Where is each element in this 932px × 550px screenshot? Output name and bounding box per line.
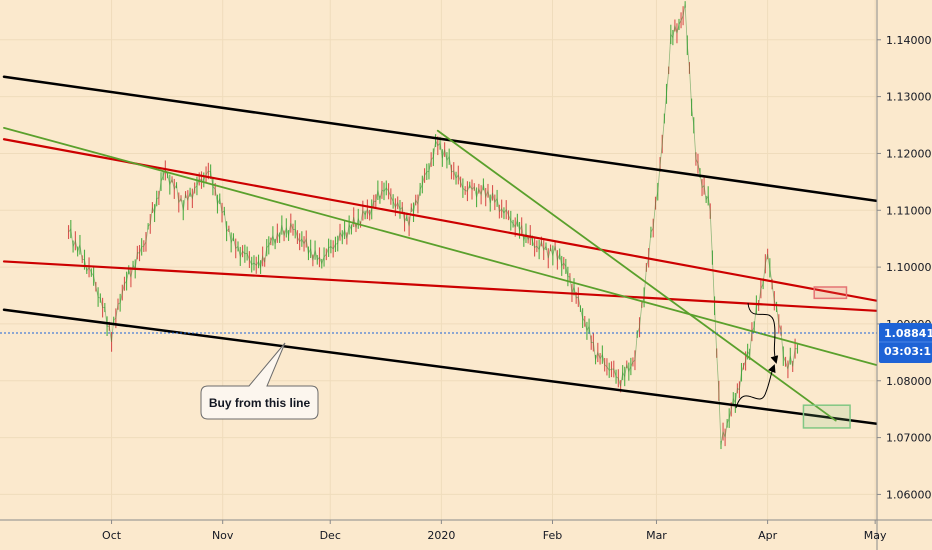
support-zone (802, 404, 851, 429)
projection-down-arrow (747, 302, 779, 364)
resistance-zone (813, 286, 848, 300)
grid (0, 0, 877, 520)
annotation-callout: Buy from this line (200, 342, 319, 420)
callout-text: Buy from this line (209, 396, 311, 410)
y-tick-label: 1.13000 (886, 91, 932, 104)
x-tick-label: Feb (543, 529, 562, 542)
y-tick-label: 1.08000 (886, 375, 932, 388)
x-tick-label: Oct (102, 529, 122, 542)
x-tick-label: Mar (646, 529, 667, 542)
x-tick-label: May (864, 529, 887, 542)
countdown-label: 03:03:12 (884, 345, 932, 358)
projection-up-arrow (735, 364, 776, 409)
y-tick-label: 1.12000 (886, 147, 932, 160)
x-tick-label: Apr (758, 529, 778, 542)
zones (802, 286, 851, 429)
y-axis-panel (877, 0, 932, 550)
x-axis-panel (0, 520, 932, 550)
y-tick-label: 1.11000 (886, 204, 932, 217)
trendline-black (2, 308, 932, 433)
current-price-badge (879, 322, 932, 363)
trendline-red (2, 138, 927, 311)
price-series (67, 1, 799, 450)
y-tick-label: 1.07000 (886, 432, 932, 445)
y-tick-label: 1.06000 (886, 488, 932, 501)
trendline-red (2, 260, 909, 314)
x-tick-label: Nov (212, 529, 234, 542)
x-tick-label: Dec (320, 529, 341, 542)
projection-arrows (735, 302, 779, 409)
callout-bubble (200, 342, 319, 420)
trendline-green (3, 126, 932, 382)
y-tick-label: 1.10000 (886, 261, 932, 274)
trendline-green (436, 129, 837, 422)
trendline-black (2, 75, 932, 211)
price-path (68, 4, 798, 446)
trendlines (2, 75, 932, 433)
current-price-label: 1.08841 (884, 327, 932, 340)
y-tick-label: 1.14000 (886, 34, 932, 47)
x-tick-label: 2020 (427, 529, 455, 542)
